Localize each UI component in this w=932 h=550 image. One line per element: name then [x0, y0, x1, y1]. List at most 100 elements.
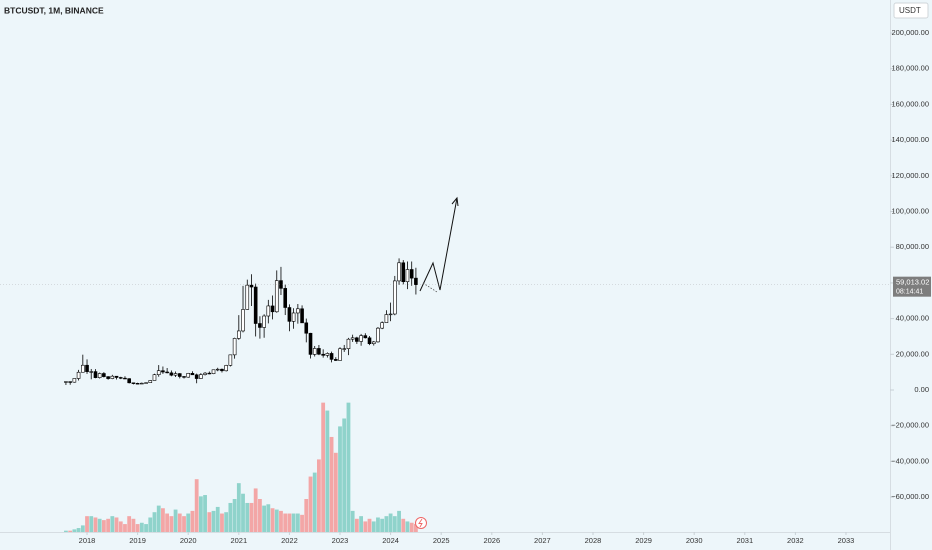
candle-body: [312, 348, 317, 355]
y-tick-label: 120,000.00: [891, 171, 929, 180]
candle-body: [165, 371, 169, 374]
candle-body: [249, 284, 254, 288]
candle-body: [274, 280, 279, 313]
volume-bar: [291, 513, 296, 532]
volume-bar: [198, 496, 203, 532]
candle-body: [334, 359, 338, 361]
candle-body: [321, 353, 325, 356]
volume-bar: [388, 513, 393, 532]
y-tick-label: −20,000.00: [891, 421, 929, 430]
x-tick-label: 2022: [281, 536, 298, 545]
candle-body: [114, 375, 119, 378]
chart-title: BTCUSDT, 1M, BINANCE: [4, 5, 104, 15]
candle-body: [232, 338, 237, 356]
candle-body: [127, 378, 131, 384]
volume-bar: [148, 517, 153, 532]
volume-bar: [76, 528, 81, 532]
volume-bar: [266, 504, 271, 532]
candle-body: [76, 371, 81, 379]
volume-bar: [249, 502, 254, 532]
x-tick-label: 2025: [433, 536, 450, 545]
candle-body: [283, 288, 288, 308]
volume-bar: [139, 522, 144, 532]
volume-bar: [258, 499, 262, 532]
volume-bar: [80, 525, 85, 532]
candle-body: [371, 341, 376, 345]
x-tick-label: 2019: [129, 536, 146, 545]
volume-bar: [173, 509, 178, 532]
candle-body: [152, 374, 157, 381]
candle-body: [102, 373, 106, 377]
candle-body: [241, 309, 245, 332]
volume-bar: [97, 518, 102, 532]
projection-drawing[interactable]: [419, 197, 458, 292]
candle-body: [123, 377, 127, 380]
x-tick-label: 2032: [787, 536, 804, 545]
candle-body: [173, 373, 178, 376]
event-icon[interactable]: [415, 517, 427, 529]
x-tick-label: 2018: [79, 536, 96, 545]
x-tick-label: 2028: [585, 536, 602, 545]
candle-body: [262, 315, 266, 328]
volume-bar: [207, 512, 212, 532]
candle-body: [317, 348, 321, 355]
candle-body: [401, 262, 406, 283]
volume-bar: [135, 524, 140, 532]
volume-bar: [333, 452, 338, 532]
volume-bar: [363, 521, 368, 532]
y-tick-label: −40,000.00: [891, 456, 929, 465]
candle-body: [308, 332, 313, 355]
x-tick-label: 2024: [382, 536, 399, 545]
volume-bar: [262, 505, 267, 532]
volume-bar: [270, 508, 275, 532]
candle-body: [72, 378, 77, 383]
candle-body: [350, 337, 355, 340]
candle-body: [190, 373, 195, 376]
candle-body: [161, 370, 165, 373]
volume-bar: [283, 513, 288, 532]
volume-bar: [118, 521, 123, 532]
volume-bar: [367, 518, 372, 532]
x-tick-label: 2026: [483, 536, 500, 545]
candle-body: [346, 338, 351, 350]
candle-body: [224, 365, 228, 372]
candle-body: [131, 382, 136, 384]
volume-bar: [93, 517, 98, 532]
currency-box[interactable]: [893, 2, 929, 19]
y-tick-label: 80,000.00: [896, 242, 929, 251]
volume-bar: [279, 510, 283, 532]
candle-body: [266, 305, 271, 317]
candle-body: [363, 335, 368, 339]
volume-bar: [405, 521, 410, 532]
volume-bar: [186, 513, 191, 532]
y-tick-label: 100,000.00: [891, 206, 929, 215]
candle-body: [81, 364, 85, 373]
last-price-box: [893, 276, 931, 297]
volume-bar: [414, 524, 418, 532]
candle-body: [300, 308, 304, 324]
candle-body: [329, 353, 334, 360]
volume-bar: [110, 516, 115, 532]
volume-bar: [211, 510, 216, 532]
volume-bar: [392, 516, 397, 532]
candle-body: [64, 381, 68, 383]
candle-body: [405, 269, 410, 283]
volume-bar: [127, 516, 132, 532]
volume-bar: [304, 499, 309, 532]
volume-bar: [329, 436, 334, 532]
volume-bar: [177, 513, 182, 532]
candle-body: [338, 348, 342, 361]
volume-bar: [114, 517, 119, 532]
x-tick-label: 2020: [180, 536, 197, 545]
volume-bar: [156, 505, 161, 532]
candle-body: [89, 371, 94, 373]
x-tick-label: 2029: [635, 536, 652, 545]
countdown-label: 08:14:41: [896, 289, 923, 296]
volume-bar: [359, 516, 364, 532]
volume-bar: [312, 472, 317, 532]
volume-bar: [371, 521, 376, 532]
candle-layer: [64, 258, 418, 385]
candle-body: [199, 374, 203, 379]
candle-body: [270, 305, 275, 313]
candle-body: [118, 377, 123, 379]
